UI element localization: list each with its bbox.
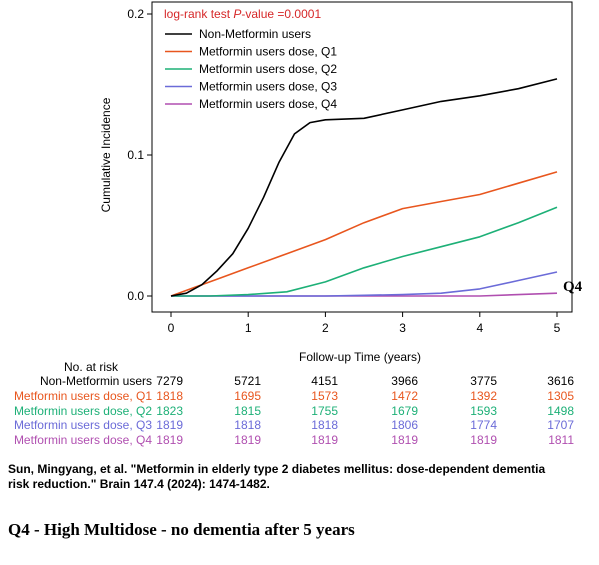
- y-tick-label: 0.2: [127, 7, 144, 21]
- x-tick-label: 4: [476, 321, 483, 335]
- note-text: Q4 - High Multidose - no dementia after …: [8, 520, 355, 539]
- risk-cell: 1819: [156, 433, 183, 448]
- risk-cell: 1806: [391, 418, 418, 433]
- risk-cell: 1472: [391, 388, 418, 403]
- legend: Non-Metformin users Metformin users dose,…: [165, 27, 337, 111]
- risk-cell: 7279: [156, 374, 183, 388]
- legend-entry: Metformin users dose, Q2: [199, 62, 337, 76]
- x-tick-label: 0: [168, 321, 175, 335]
- annotation-p: P: [233, 7, 241, 21]
- x-tick-label: 2: [322, 321, 329, 335]
- risk-cell: 1695: [234, 388, 261, 403]
- x-tick-label: 5: [554, 321, 561, 335]
- plot-frame: [151, 1, 573, 313]
- risk-cell: 1707: [547, 418, 574, 433]
- q4-end-label: Q4: [563, 279, 583, 295]
- risk-row-label: Metformin users dose, Q4: [13, 433, 152, 448]
- risk-cell: 1818: [156, 388, 183, 403]
- risk-cell: 1573: [311, 388, 338, 403]
- risk-cell: 1755: [311, 403, 338, 418]
- risk-cell: 1818: [311, 418, 338, 433]
- risk-cell: 1392: [470, 388, 497, 403]
- risk-cell: 4151: [311, 374, 338, 388]
- series-line-metformin-users-dose-q1: [170, 171, 558, 297]
- x-tick-label: 3: [399, 321, 406, 335]
- risk-cell: 1819: [391, 433, 418, 448]
- risk-cell: 1593: [470, 403, 497, 418]
- risk-cell: 1819: [470, 433, 497, 448]
- log-rank-annotation: log-rank test P-value =0.0001: [164, 7, 321, 21]
- risk-cell: 1823: [156, 403, 183, 418]
- risk-cell: 1811: [548, 433, 574, 448]
- series-line-metformin-users-dose-q3: [171, 271, 558, 297]
- risk-cell: 1819: [234, 433, 261, 448]
- legend-entry: Metformin users dose, Q4: [199, 97, 337, 111]
- risk-cell: 1815: [234, 403, 261, 418]
- legend-entry: Non-Metformin users: [199, 27, 311, 41]
- y-tick-label: 0.1: [127, 148, 144, 162]
- risk-cell: 1498: [547, 403, 574, 418]
- risk-table-header: No. at risk: [64, 360, 119, 374]
- legend-entry: Metformin users dose, Q3: [199, 80, 337, 94]
- risk-cell: 1774: [470, 418, 497, 433]
- risk-row-label: Metformin users dose, Q3: [13, 418, 152, 433]
- y-tick-label: 0.0: [127, 289, 144, 303]
- risk-cell: 1305: [547, 388, 574, 403]
- risk-cell: 1679: [391, 403, 418, 418]
- risk-cell: 3616: [547, 374, 574, 388]
- risk-cell: 1819: [311, 433, 338, 448]
- risk-cell: 3775: [470, 374, 497, 388]
- legend-entry: Metformin users dose, Q1: [199, 45, 337, 59]
- series-layer: [170, 78, 558, 297]
- risk-row-label: Metformin users dose, Q2: [13, 403, 152, 418]
- x-axis-label: Follow-up Time (years): [299, 350, 422, 364]
- risk-cell: 1819: [156, 418, 183, 433]
- risk-row-label: Metformin users dose, Q1: [13, 388, 152, 403]
- x-tick-label: 1: [245, 321, 252, 335]
- y-axis-label: Cumulative Incidence: [99, 97, 113, 212]
- risk-cell: 3966: [391, 374, 418, 388]
- series-line-non-metformin-users: [170, 78, 558, 297]
- series-line-metformin-users-dose-q2: [171, 206, 558, 297]
- annotation-prefix: log-rank test: [164, 7, 233, 21]
- annotation-suffix: -value =0.0001: [241, 7, 321, 21]
- risk-cell: 1818: [234, 418, 261, 433]
- plot-axes: 0 1 2 3 4 5 0.0 0.1 0.2: [127, 1, 573, 335]
- risk-cell: 5721: [234, 374, 261, 388]
- risk-row-label: Non-Metformin users: [39, 374, 152, 388]
- citation: Sun, Mingyang, et al. "Metformin in elde…: [8, 462, 546, 491]
